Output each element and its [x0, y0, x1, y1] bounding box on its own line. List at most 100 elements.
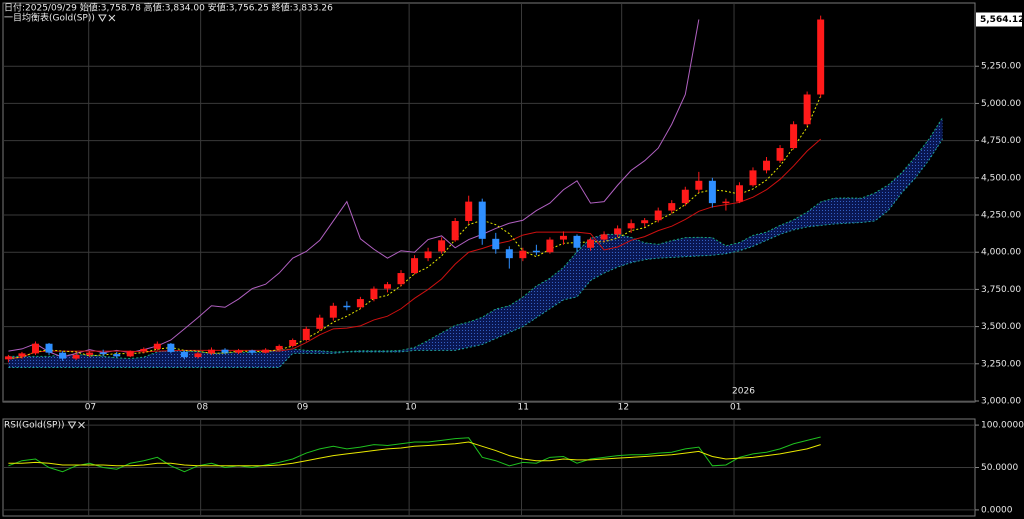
candle-body	[72, 354, 80, 359]
info-line: 日付:2025/09/29 始値:3,758.78 高値:3,834.00 安値…	[4, 2, 333, 14]
candle-body	[763, 160, 771, 171]
candle-body	[505, 249, 513, 259]
y-tick-label: 100.0000	[981, 421, 1024, 431]
candle-body	[153, 343, 161, 349]
candle-body	[383, 284, 391, 289]
candle-body	[180, 351, 188, 358]
candle-body	[289, 339, 297, 346]
y-tick-label: 4,750.00	[981, 136, 1021, 146]
y-tick-label: 5,000.00	[981, 99, 1021, 109]
price-panel: 3,000.00 3,250.00 3,500.00 3,750.00 4,000.00…	[3, 3, 1021, 413]
x-tick-label: 07	[85, 403, 96, 413]
candle-body	[31, 343, 39, 354]
candle-body	[235, 350, 243, 353]
y-tick-label: 3,750.00	[981, 285, 1021, 295]
y-tick-label: 0.0000	[981, 505, 1013, 515]
x-tick-label: 10	[405, 403, 417, 413]
x-tick-label: 08	[197, 403, 209, 413]
candle-body	[776, 148, 784, 161]
x-tick-label: 12	[618, 403, 629, 413]
candle-body	[438, 240, 446, 252]
candle-body	[654, 210, 662, 221]
candle-body	[790, 124, 798, 149]
candle-body	[99, 352, 107, 355]
candle-body	[749, 170, 757, 186]
year-label: 2026	[732, 387, 755, 397]
candle-body	[614, 228, 622, 235]
y-tick-label: 4,250.00	[981, 211, 1021, 221]
candle-body	[316, 317, 324, 329]
price-title: 一目均衡表(Gold(SP))	[4, 12, 95, 24]
candle-body	[356, 299, 364, 308]
candle-body	[59, 352, 67, 359]
candle-body	[519, 250, 527, 259]
candle-body	[262, 349, 270, 353]
candle-body	[45, 343, 53, 353]
rsi-panel: 0.0000 50.0000 100.0000	[3, 420, 1024, 515]
candle-body	[478, 201, 486, 239]
candle-body	[343, 305, 351, 308]
candle-body	[708, 180, 716, 204]
candle-body	[275, 345, 283, 350]
candle-body	[86, 352, 94, 355]
candle-body	[18, 353, 26, 357]
candle-body	[587, 239, 595, 248]
candle-body	[559, 235, 567, 240]
candle-body	[397, 273, 405, 285]
candle-body	[627, 223, 635, 229]
candle-body	[465, 201, 473, 221]
candle-body	[695, 180, 703, 190]
candle-body	[722, 201, 730, 204]
candle-body	[411, 258, 419, 274]
title-icons	[98, 14, 116, 22]
title-icons	[67, 421, 85, 429]
series-line	[8, 138, 943, 369]
y-tick-label: 3,250.00	[981, 359, 1021, 369]
series-line	[8, 436, 821, 473]
candle-body	[451, 220, 459, 241]
candle-body	[600, 234, 608, 240]
candle-body	[546, 239, 554, 253]
candle-body	[735, 185, 743, 202]
y-tick-label: 5,250.00	[981, 62, 1021, 72]
candle-body	[167, 343, 175, 352]
candle-body	[221, 349, 229, 353]
price-panel-frame	[2, 2, 976, 403]
y-tick-label: 4,000.00	[981, 248, 1021, 258]
candle-body	[302, 328, 310, 340]
close-icon	[78, 421, 85, 429]
candle-body	[668, 203, 676, 211]
last-price-box	[976, 12, 1022, 27]
x-tick-label: 11	[517, 403, 528, 413]
rsi-title: RSI(Gold(SP))	[4, 421, 65, 431]
candle-body	[140, 348, 148, 352]
y-tick-label: 50.0000	[981, 463, 1018, 473]
candle-body	[113, 354, 121, 357]
x-tick-label: 09	[297, 403, 309, 413]
y-tick-label: 3,500.00	[981, 322, 1021, 332]
candle-body	[641, 220, 649, 224]
candle-body	[370, 288, 378, 300]
series-line	[8, 441, 821, 467]
candle-body	[248, 350, 256, 353]
close-icon	[108, 14, 116, 22]
ichimoku-cloud	[8, 117, 943, 368]
candle-body	[532, 250, 540, 253]
candle-body	[681, 189, 689, 204]
candle-body	[803, 94, 811, 125]
candle-body	[126, 351, 134, 357]
candle-body	[424, 251, 432, 259]
candle-body	[492, 238, 500, 250]
candle-body	[207, 349, 215, 354]
candle-body	[4, 356, 12, 360]
candle-body	[817, 19, 825, 95]
dropdown-icon	[98, 14, 107, 22]
dropdown-icon	[67, 421, 77, 429]
candle-body	[573, 235, 581, 248]
candle-body	[329, 305, 337, 318]
candle-body	[194, 353, 202, 358]
y-tick-label: 4,500.00	[981, 173, 1021, 183]
